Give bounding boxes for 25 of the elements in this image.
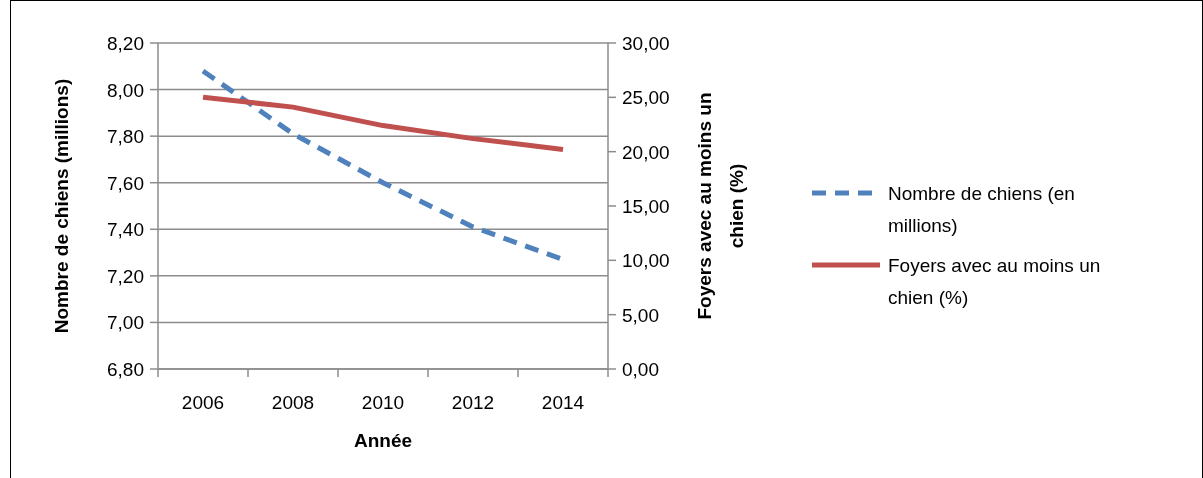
legend-label: Nombre de chiens (en millions) bbox=[888, 183, 1075, 236]
y2-tick-label: 15,00 bbox=[622, 196, 670, 217]
legend-label: Foyers avec au moins un chien (%) bbox=[888, 255, 1101, 308]
y-tick-label: 6,80 bbox=[107, 359, 144, 380]
y2-tick-label: 5,00 bbox=[622, 304, 659, 326]
y-tick-label: 7,60 bbox=[107, 172, 144, 194]
y-tick-label: 7,00 bbox=[107, 312, 144, 334]
y2-tick-label: 0,00 bbox=[622, 359, 659, 380]
x-tick-label: 2012 bbox=[451, 392, 495, 413]
y-axis-title: Nombre de chiens (millions) bbox=[51, 78, 72, 334]
y2-tick-label: 10,00 bbox=[622, 250, 670, 272]
x-axis-title: Année bbox=[353, 430, 413, 451]
y-tick-label: 8,00 bbox=[107, 79, 144, 101]
y-tick-label: 7,40 bbox=[107, 219, 144, 241]
y-tick-label: 7,80 bbox=[107, 126, 144, 148]
y2-tick-label: 25,00 bbox=[622, 87, 670, 109]
x-tick-label: 2006 bbox=[181, 392, 225, 413]
x-tick-label: 2014 bbox=[541, 392, 585, 413]
y2-tick-label: 20,00 bbox=[622, 141, 670, 163]
y2-axis-title: Foyers avec au moins un chien (%) bbox=[694, 92, 747, 320]
x-tick-label: 2010 bbox=[361, 392, 405, 413]
y-tick-label: 7,20 bbox=[107, 265, 144, 287]
y2-tick-label: 30,00 bbox=[622, 33, 670, 54]
x-tick-label: 2008 bbox=[271, 392, 315, 413]
y-tick-label: 8,20 bbox=[107, 33, 144, 54]
